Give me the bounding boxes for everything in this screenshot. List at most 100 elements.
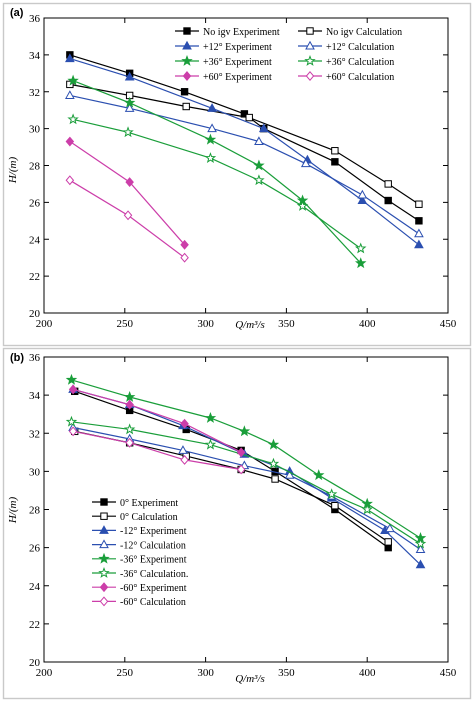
legend-item: -12° Calculation [92,539,186,551]
data-point [361,503,373,515]
series-a-3 [65,90,424,238]
y-axis-label: H/(m) [7,157,19,185]
x-tick-label: 300 [197,667,214,679]
legend-item: +12° Calculation [298,40,394,53]
data-point [253,159,265,171]
data-point [271,475,279,483]
y-tick-label: 32 [29,428,40,440]
series-b-7 [68,426,246,475]
x-tick-label: 300 [197,318,214,330]
data-point [180,252,189,263]
series-a-4 [67,74,367,269]
legend-label: -60° Experiment [120,583,187,594]
x-tick-label: 250 [117,318,134,330]
legend-item: +36° Calculation [298,54,394,68]
data-point [180,418,189,429]
data-point [414,537,427,549]
y-axis-label: H/(m) [7,497,19,525]
y-tick-label: 22 [29,619,40,631]
legend-a: No igv Experiment No igv Calculation +12° … [175,27,402,83]
legend-swatch-marker [100,512,108,520]
x-tick-label: 400 [359,318,376,330]
panel-b: 200 250 300 350 400 450 20 22 24 26 28 30 32 34 36 (b) Q… [7,352,457,685]
series-line [74,390,389,549]
legend-item: -12° Experiment [92,525,187,537]
data-point [125,177,134,188]
data-point [67,74,79,86]
data-point [65,175,75,186]
legend-item: -60° Calculation [92,596,186,608]
y-tick-label: 20 [29,308,41,320]
data-point [65,136,75,147]
figure-caption [4,703,470,715]
x-tick-label: 200 [36,318,53,330]
data-point [180,88,189,96]
legend-item: 0° Calculation [92,512,178,523]
series-line [72,388,242,453]
legend-label: 0° Calculation [120,512,178,523]
data-point [384,180,392,188]
panel-label: (a) [10,7,24,19]
panel-b-frame [2,347,472,700]
data-point [300,158,311,168]
y-tick-label: 28 [29,505,41,517]
legend-label: +60° Calculation [326,72,394,83]
data-point [236,447,246,458]
legend-swatch-marker [98,552,110,564]
legend-label: +12° Calculation [326,42,394,53]
legend-label: +12° Experiment [203,42,272,53]
legend-label: No igv Calculation [326,27,402,38]
x-axis-label: Q/m³/s [235,673,265,685]
x-tick-label: 450 [440,318,457,330]
data-point [124,103,135,112]
data-point [207,123,217,133]
data-point [178,445,188,454]
data-point [67,113,79,125]
legend-label: -12° Experiment [120,526,187,537]
data-point [68,426,78,437]
data-point [331,158,339,166]
data-point [355,257,367,269]
data-point [357,195,368,205]
data-point [331,147,339,155]
legend-swatch-marker [304,54,316,66]
series-line [72,118,362,249]
series-line [72,426,421,550]
x-tick-label: 400 [359,667,376,679]
legend-item: +12° Experiment [175,40,272,53]
legend-swatch-marker [99,582,109,593]
panel-a: 200 250 300 350 400 450 20 22 24 26 28 30 32 34 36 (a) Q… [7,7,457,331]
series-a-6 [65,136,189,250]
series-line [69,58,420,246]
legend-label: +60° Experiment [203,72,272,83]
legend-label: +36° Experiment [203,57,272,68]
data-point [384,196,392,205]
data-point [254,136,264,146]
legend-swatch-marker [182,40,192,50]
x-tick-label: 350 [278,667,295,679]
data-point [124,71,135,81]
data-point [66,80,74,89]
data-point [236,464,246,475]
y-tick-label: 20 [29,657,41,669]
legend-item: No igv Calculation [298,27,402,38]
panel-a-frame [2,2,472,347]
y-tick-label: 26 [29,543,41,555]
legend-swatch-marker [99,596,109,607]
legend-item: +60° Calculation [298,71,394,83]
data-point [123,391,136,402]
data-point [384,523,395,533]
data-point [125,437,134,448]
data-point [204,152,217,164]
data-point [296,200,309,211]
legend-swatch-marker [181,54,193,66]
data-point [357,189,368,199]
series-b-6 [68,384,246,458]
legend-item: No igv Experiment [175,27,280,38]
series-a-2 [65,53,424,249]
data-point [180,454,189,465]
series-line [72,388,421,566]
data-point [384,538,392,546]
